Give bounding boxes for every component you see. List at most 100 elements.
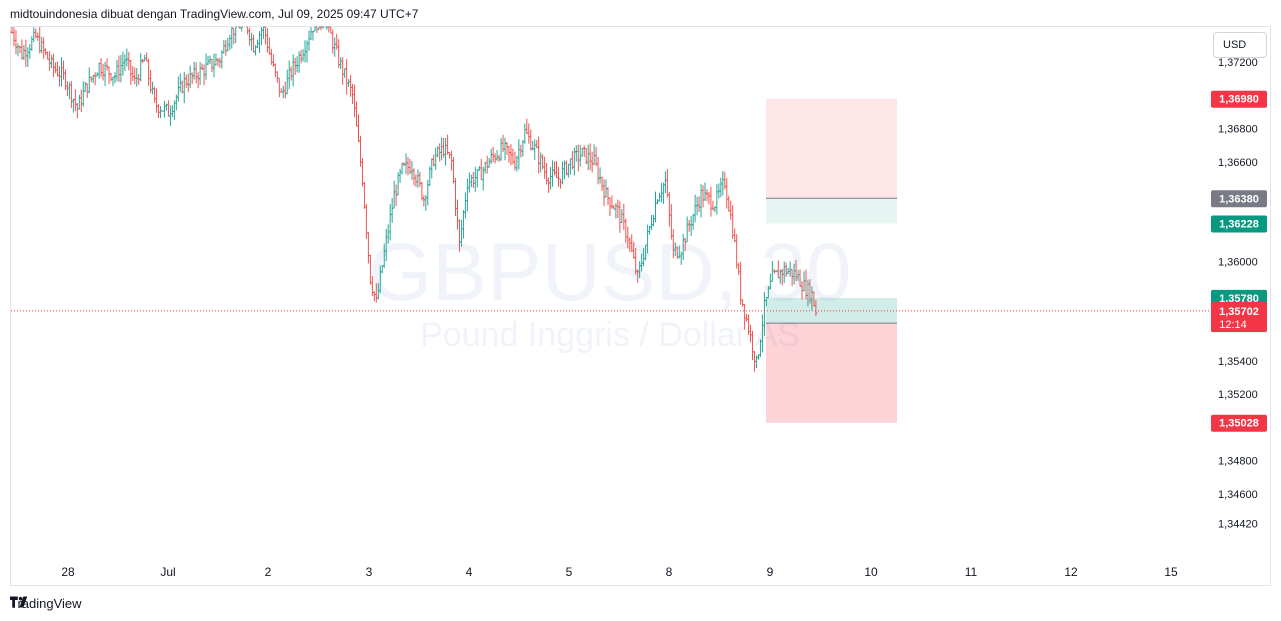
ohlc-bar bbox=[470, 174, 473, 188]
x-axis-tick-label: 2 bbox=[265, 565, 272, 579]
ohlc-bar bbox=[52, 53, 55, 78]
x-axis-tick-label: 8 bbox=[666, 565, 673, 579]
short-position-reward-zone[interactable] bbox=[766, 198, 897, 224]
ohlc-bar bbox=[184, 74, 188, 88]
ohlc-bar bbox=[81, 81, 85, 107]
ohlc-bar bbox=[580, 147, 584, 157]
ohlc-bar bbox=[131, 66, 135, 82]
ohlc-bar bbox=[523, 123, 527, 144]
ohlc-bar bbox=[56, 61, 59, 77]
ohlc-bar bbox=[44, 48, 47, 56]
ohlc-bar bbox=[107, 66, 111, 85]
ohlc-bar bbox=[582, 145, 586, 158]
ohlc-bar bbox=[390, 197, 394, 223]
ohlc-bar bbox=[420, 181, 424, 201]
ohlc-bar bbox=[123, 54, 127, 71]
ohlc-bar bbox=[472, 171, 475, 189]
ohlc-bar bbox=[485, 155, 489, 174]
ohlc-bar bbox=[398, 168, 402, 184]
ohlc-bar bbox=[111, 76, 115, 87]
short-position-risk-zone[interactable] bbox=[766, 98, 897, 199]
ohlc-bar bbox=[204, 53, 208, 80]
ohlc-bar bbox=[30, 36, 34, 52]
y-axis-tick-label: 1,36800 bbox=[1218, 124, 1258, 136]
footer-brand-label: TradingView bbox=[10, 596, 82, 611]
ohlc-bar bbox=[533, 139, 537, 160]
ohlc-bar bbox=[307, 30, 311, 51]
ohlc-bar bbox=[489, 148, 493, 165]
ohlc-bar bbox=[68, 82, 71, 100]
ohlc-bar bbox=[537, 136, 540, 174]
ohlc-bar bbox=[121, 51, 125, 76]
price-label-text: 1,35028 bbox=[1219, 418, 1259, 430]
ohlc-bar bbox=[295, 56, 299, 73]
ohlc-bar bbox=[232, 27, 236, 45]
price-label-take-profit bbox=[1211, 215, 1267, 233]
ohlc-bar bbox=[474, 166, 477, 192]
ohlc-bar bbox=[664, 171, 667, 194]
ohlc-bar bbox=[479, 158, 483, 181]
ohlc-bar bbox=[412, 168, 416, 186]
ohlc-bar bbox=[668, 192, 671, 227]
ohlc-bar bbox=[283, 81, 287, 99]
ohlc-bar bbox=[109, 73, 113, 82]
ohlc-bar bbox=[507, 146, 511, 163]
ohlc-bar bbox=[464, 192, 467, 219]
ohlc-bar bbox=[414, 174, 418, 187]
ohlc-bar bbox=[224, 40, 228, 56]
ohlc-bar bbox=[729, 200, 733, 220]
long-position-risk-zone[interactable] bbox=[766, 323, 897, 423]
ohlc-bar bbox=[62, 60, 65, 80]
ohlc-bar bbox=[654, 191, 657, 223]
chart-frame[interactable] bbox=[10, 26, 1271, 586]
x-axis-tick-label: 28 bbox=[61, 565, 75, 579]
ohlc-bar bbox=[101, 63, 105, 81]
ohlc-bar bbox=[188, 65, 192, 88]
ohlc-bar bbox=[42, 37, 45, 59]
ohlc-bar bbox=[418, 171, 422, 187]
x-axis-tick-label: 5 bbox=[566, 565, 573, 579]
ohlc-bar bbox=[487, 158, 491, 168]
ohlc-bar bbox=[590, 151, 594, 173]
ohlc-bar bbox=[602, 179, 606, 207]
ohlc-bar bbox=[529, 129, 533, 151]
ohlc-bar bbox=[278, 77, 281, 98]
x-axis-tick-label: 11 bbox=[965, 565, 978, 579]
ohlc-bar bbox=[719, 177, 723, 198]
ohlc-bar bbox=[206, 56, 210, 66]
ohlc-bar bbox=[54, 62, 57, 74]
ohlc-bar bbox=[721, 170, 725, 196]
ohlc-bar bbox=[297, 51, 301, 73]
ohlc-bar bbox=[163, 100, 166, 118]
ohlc-bar bbox=[491, 146, 495, 163]
ohlc-bar bbox=[119, 54, 123, 83]
ohlc-bar bbox=[70, 81, 73, 108]
ohlc-bar bbox=[40, 36, 43, 54]
ohlc-bar bbox=[693, 194, 697, 223]
ohlc-bar bbox=[85, 83, 89, 98]
ohlc-bar bbox=[497, 154, 501, 163]
x-axis-tick-label: 9 bbox=[767, 565, 774, 579]
ohlc-bar bbox=[543, 156, 546, 179]
ohlc-bar bbox=[216, 57, 220, 67]
ohlc-bar bbox=[551, 160, 554, 187]
ohlc-bar bbox=[662, 182, 665, 204]
ohlc-bar bbox=[361, 158, 364, 187]
ohlc-bar bbox=[276, 71, 279, 83]
ohlc-bar bbox=[105, 58, 109, 71]
currency-selector-button[interactable]: USD bbox=[1213, 32, 1267, 58]
watermark-symbol: GBPUSD, 30 bbox=[368, 227, 851, 318]
ohlc-bar bbox=[159, 106, 162, 119]
ohlc-bar bbox=[248, 27, 251, 46]
ohlc-bar bbox=[222, 40, 226, 54]
ohlc-bar bbox=[612, 204, 616, 210]
ohlc-bar bbox=[547, 177, 550, 193]
ohlc-bar bbox=[501, 134, 505, 153]
ohlc-bar bbox=[476, 169, 479, 188]
ohlc-bar bbox=[345, 59, 348, 95]
ohlc-bar bbox=[333, 37, 337, 57]
ohlc-bar bbox=[341, 57, 344, 85]
ohlc-bar bbox=[426, 179, 430, 206]
ohlc-bar bbox=[549, 166, 552, 190]
